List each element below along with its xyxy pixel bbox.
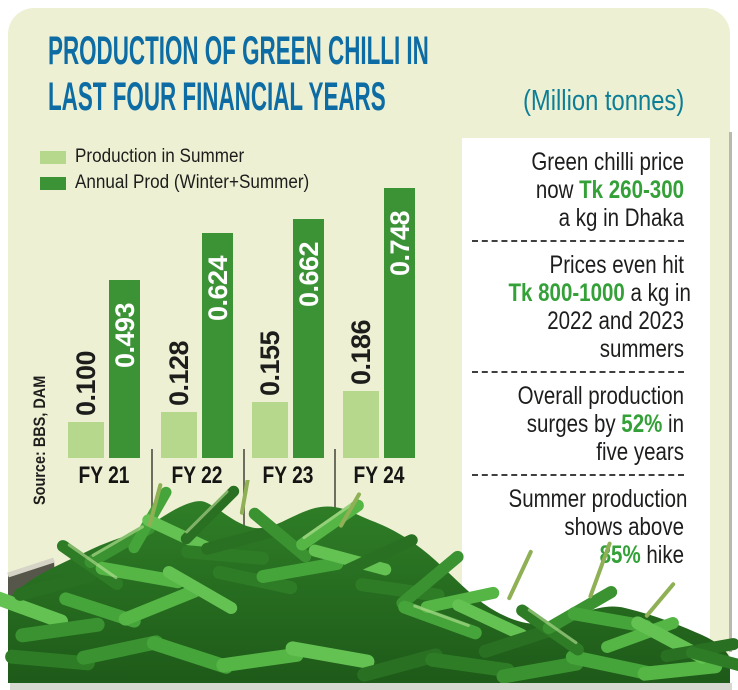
category-label-fy21: FY 21 xyxy=(78,462,130,489)
facts-panel: Green chilli price now Tk 260-300 a kg in … xyxy=(462,138,710,683)
legend-swatch-summer xyxy=(40,150,66,164)
fact-line: Green chilli price xyxy=(509,148,684,176)
legend-label-annual: Annual Prod (Winter+Summer) xyxy=(75,172,310,193)
bar-summer-fy23 xyxy=(252,402,288,458)
bar-annual-fy22 xyxy=(202,233,233,458)
bar-summer-fy24 xyxy=(343,391,379,458)
fact-item-3: Overall production surges by 52% in five y… xyxy=(470,382,684,466)
fact-text: now xyxy=(535,176,580,204)
fact-line: surges by 52% in xyxy=(509,410,684,438)
fact-text: summers xyxy=(599,335,684,363)
fact-line: Overall production xyxy=(509,382,684,410)
bar-value-label-summer: 0.155 xyxy=(255,330,285,396)
fact-divider xyxy=(472,474,684,476)
fact-line: summers xyxy=(509,335,684,363)
fact-line: 85% hike xyxy=(509,541,684,569)
chart-legend: Production in Summer Annual Prod (Winter… xyxy=(40,144,335,196)
fact-line: a kg in Dhaka xyxy=(509,204,684,232)
fact-line: Summer production xyxy=(509,485,688,513)
fact-line: five years xyxy=(509,438,684,466)
bar-annual-fy24 xyxy=(384,188,415,458)
panel-right-edge xyxy=(729,132,732,652)
green-chillies-photo xyxy=(0,480,738,683)
fact-text: Summer production xyxy=(508,485,688,513)
bar-summer-fy21 xyxy=(68,422,104,458)
page-title-line1: PRODUCTION OF GREEN CHILLI IN xyxy=(48,29,429,73)
category-divider xyxy=(151,449,153,543)
bar-value-label-annual: 0.662 xyxy=(294,241,324,307)
fact-text: a kg in Dhaka xyxy=(558,204,684,232)
category-divider xyxy=(334,449,336,543)
fact-text: a kg in xyxy=(624,279,691,307)
bar-summer-fy22 xyxy=(161,412,197,458)
bar-value-label-summer: 0.128 xyxy=(164,340,194,406)
fact-line: Tk 800-1000 a kg in xyxy=(508,279,691,307)
fact-accent-value: Tk 800-1000 xyxy=(508,279,625,307)
bottom-shadow-strip xyxy=(10,683,732,690)
legend-swatch-annual xyxy=(40,176,66,190)
bar-annual-fy21 xyxy=(109,280,140,458)
legend-label-summer: Production in Summer xyxy=(75,146,245,167)
fact-line: Prices even hit xyxy=(509,251,684,279)
bar-value-label-annual: 0.748 xyxy=(385,210,415,276)
fact-line: now Tk 260-300 xyxy=(509,176,684,204)
fact-line: 2022 and 2023 xyxy=(509,307,684,335)
bar-value-label-summer: 0.100 xyxy=(71,350,101,416)
category-label-fy24: FY 24 xyxy=(353,462,405,489)
fact-text: Overall production xyxy=(517,382,684,410)
header: PRODUCTION OF GREEN CHILLI IN LAST FOUR … xyxy=(48,28,688,120)
fact-text: Prices even hit xyxy=(549,251,684,279)
category-label-fy22: FY 22 xyxy=(171,462,223,489)
fact-divider xyxy=(472,240,684,242)
fact-item-2: Prices even hit Tk 800-1000 a kg in 2022 a… xyxy=(470,251,691,363)
fact-divider xyxy=(472,371,684,373)
fact-item-4: Summer production shows above 85% hike xyxy=(470,485,688,569)
bar-value-label-summer: 0.186 xyxy=(346,319,376,385)
fact-text: surges by xyxy=(526,410,622,438)
fact-text: in xyxy=(662,410,684,438)
fact-text: five years xyxy=(596,438,684,466)
legend-item-summer: Production in Summer xyxy=(40,144,335,170)
fact-text: Green chilli price xyxy=(531,148,684,176)
category-label-fy23: FY 23 xyxy=(262,462,314,489)
fact-line: shows above xyxy=(509,513,684,541)
bar-annual-fy23 xyxy=(293,219,324,458)
legend-item-annual: Annual Prod (Winter+Summer) xyxy=(40,170,335,196)
fact-text: shows above xyxy=(564,513,684,541)
page-title-line2: LAST FOUR FINANCIAL YEARS xyxy=(48,75,386,119)
fact-accent-value: 52% xyxy=(621,410,663,438)
fact-text: hike xyxy=(640,541,684,569)
unit-note: (Million tonnes) xyxy=(523,85,685,117)
fact-text: 2022 and 2023 xyxy=(547,307,684,335)
bar-value-label-annual: 0.493 xyxy=(110,302,140,368)
fact-accent-value: Tk 260-300 xyxy=(579,176,684,204)
fact-item-1: Green chilli price now Tk 260-300 a kg in … xyxy=(470,148,684,232)
bar-value-label-annual: 0.624 xyxy=(203,255,233,321)
